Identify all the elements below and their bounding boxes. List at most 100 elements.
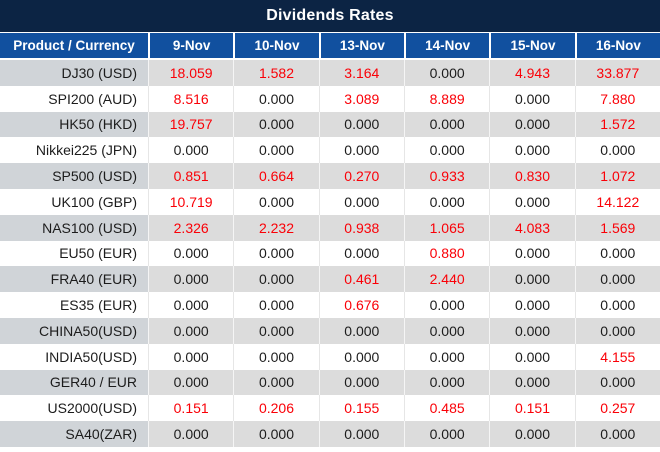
product-cell: INDIA50(USD) — [0, 343, 148, 370]
dividend-value-cell: 0.000 — [489, 317, 575, 344]
dividend-value-cell: 0.151 — [148, 395, 234, 422]
dividend-value-cell: 0.000 — [403, 369, 490, 396]
table-row: ES35 (EUR) 0.000 0.000 0.676 0.000 0.000 0.000 — [0, 292, 660, 318]
table-row: FRA40 (EUR) 0.000 0.000 0.461 2.440 0.000 0.00… — [0, 266, 660, 293]
dividend-value-cell: 2.232 — [233, 214, 319, 241]
product-cell: SPI200 (AUD) — [0, 85, 148, 112]
header-cell-date: 9-Nov — [148, 33, 234, 60]
table-row: SP500 (USD) 0.851 0.664 0.270 0.933 0.830 1.07… — [0, 163, 660, 189]
table-row: Nikkei225 (JPN) 0.000 0.000 0.000 0.000 0.000… — [0, 137, 660, 164]
product-cell: EU50 (EUR) — [0, 240, 148, 267]
dividend-value-cell: 0.000 — [148, 292, 234, 318]
dividend-value-cell: 0.257 — [574, 395, 660, 422]
dividend-value-cell: 14.122 — [574, 188, 660, 215]
dividend-value-cell: 0.000 — [233, 188, 319, 215]
table-header-row: Product / Currency 9-Nov 10-Nov 13-Nov 14-No… — [0, 33, 660, 60]
dividend-value-cell: 0.000 — [403, 60, 490, 86]
dividend-value-cell: 1.072 — [574, 163, 660, 189]
panel-title: Dividends Rates — [266, 7, 394, 24]
product-cell: FRA40 (EUR) — [0, 266, 148, 293]
dividend-value-cell: 0.000 — [318, 421, 404, 447]
dividend-value-cell: 18.059 — [148, 60, 234, 86]
dividend-value-cell: 0.851 — [148, 163, 234, 189]
header-cell-date: 15-Nov — [489, 33, 575, 60]
dividend-value-cell: 0.880 — [403, 240, 490, 267]
dividend-value-cell: 3.089 — [318, 85, 404, 112]
header-cell-date: 10-Nov — [233, 33, 319, 60]
product-cell: SA40(ZAR) — [0, 421, 148, 447]
dividend-value-cell: 0.000 — [403, 421, 490, 447]
dividend-value-cell: 2.326 — [148, 214, 234, 241]
dividend-value-cell: 0.000 — [233, 317, 319, 344]
dividend-value-cell: 0.000 — [489, 266, 575, 293]
dividend-value-cell: 0.000 — [318, 137, 404, 164]
dividend-value-cell: 0.485 — [403, 395, 490, 422]
dividend-value-cell: 0.000 — [574, 137, 660, 164]
product-cell: GER40 / EUR — [0, 369, 148, 396]
dividend-value-cell: 0.000 — [489, 421, 575, 447]
dividend-value-cell: 7.880 — [574, 85, 660, 112]
dividend-value-cell: 0.938 — [318, 214, 404, 241]
dividend-value-cell: 0.000 — [489, 85, 575, 112]
dividend-value-cell: 0.000 — [148, 421, 234, 447]
table-row: UK100 (GBP) 10.719 0.000 0.000 0.000 0.000 14.… — [0, 188, 660, 215]
header-cell-date: 14-Nov — [403, 33, 490, 60]
dividend-value-cell: 0.000 — [574, 317, 660, 344]
dividend-value-cell: 0.000 — [489, 292, 575, 318]
dividend-value-cell: 1.582 — [233, 60, 319, 86]
product-cell: HK50 (HKD) — [0, 111, 148, 138]
panel-title-bar: Dividends Rates — [0, 0, 660, 33]
dividend-value-cell: 0.000 — [403, 137, 490, 164]
dividend-value-cell: 0.000 — [233, 85, 319, 112]
dividend-value-cell: 10.719 — [148, 188, 234, 215]
dividend-value-cell: 0.000 — [489, 188, 575, 215]
dividends-table: Product / Currency 9-Nov 10-Nov 13-Nov 14-No… — [0, 33, 660, 447]
dividend-value-cell: 0.000 — [574, 421, 660, 447]
dividend-value-cell: 3.164 — [318, 60, 404, 86]
product-cell: DJ30 (USD) — [0, 60, 148, 86]
table-row: HK50 (HKD) 19.757 0.000 0.000 0.000 0.000 1.57… — [0, 111, 660, 138]
dividend-value-cell: 0.000 — [574, 266, 660, 293]
dividend-value-cell: 0.000 — [148, 369, 234, 396]
dividend-value-cell: 0.000 — [403, 188, 490, 215]
header-cell-product-currency: Product / Currency — [0, 33, 148, 60]
product-cell: NAS100 (USD) — [0, 214, 148, 241]
dividend-value-cell: 0.000 — [403, 343, 490, 370]
dividend-value-cell: 0.000 — [318, 240, 404, 267]
dividend-value-cell: 0.000 — [489, 369, 575, 396]
dividend-value-cell: 0.151 — [489, 395, 575, 422]
dividend-value-cell: 0.000 — [148, 266, 234, 293]
dividend-value-cell: 4.943 — [489, 60, 575, 86]
dividend-value-cell: 0.000 — [233, 369, 319, 396]
dividend-value-cell: 0.206 — [233, 395, 319, 422]
dividend-value-cell: 0.000 — [148, 240, 234, 267]
dividend-value-cell: 0.000 — [148, 137, 234, 164]
dividend-value-cell: 4.155 — [574, 343, 660, 370]
dividend-value-cell: 0.000 — [233, 137, 319, 164]
dividend-value-cell: 0.155 — [318, 395, 404, 422]
dividend-value-cell: 0.000 — [574, 240, 660, 267]
dividend-value-cell: 0.000 — [318, 317, 404, 344]
table-row: US2000(USD) 0.151 0.206 0.155 0.485 0.151 0.25… — [0, 395, 660, 422]
product-cell: SP500 (USD) — [0, 163, 148, 189]
dividend-value-cell: 0.000 — [233, 240, 319, 267]
dividend-value-cell: 0.000 — [489, 240, 575, 267]
product-cell: Nikkei225 (JPN) — [0, 137, 148, 164]
table-row: NAS100 (USD) 2.326 2.232 0.938 1.065 4.083 1.5… — [0, 214, 660, 241]
dividend-value-cell: 1.569 — [574, 214, 660, 241]
dividend-value-cell: 0.830 — [489, 163, 575, 189]
dividend-value-cell: 0.000 — [574, 292, 660, 318]
dividend-value-cell: 0.000 — [233, 266, 319, 293]
dividend-value-cell: 0.000 — [489, 137, 575, 164]
dividend-value-cell: 0.676 — [318, 292, 404, 318]
dividend-value-cell: 19.757 — [148, 111, 234, 138]
dividend-value-cell: 0.000 — [318, 188, 404, 215]
table-row: DJ30 (USD) 18.059 1.582 3.164 0.000 4.943 33.8… — [0, 60, 660, 86]
dividend-value-cell: 0.933 — [403, 163, 490, 189]
product-cell: ES35 (EUR) — [0, 292, 148, 318]
table-row: SPI200 (AUD) 8.516 0.000 3.089 8.889 0.000 7.8… — [0, 85, 660, 112]
product-cell: US2000(USD) — [0, 395, 148, 422]
dividend-value-cell: 0.000 — [233, 111, 319, 138]
dividend-value-cell: 33.877 — [574, 60, 660, 86]
